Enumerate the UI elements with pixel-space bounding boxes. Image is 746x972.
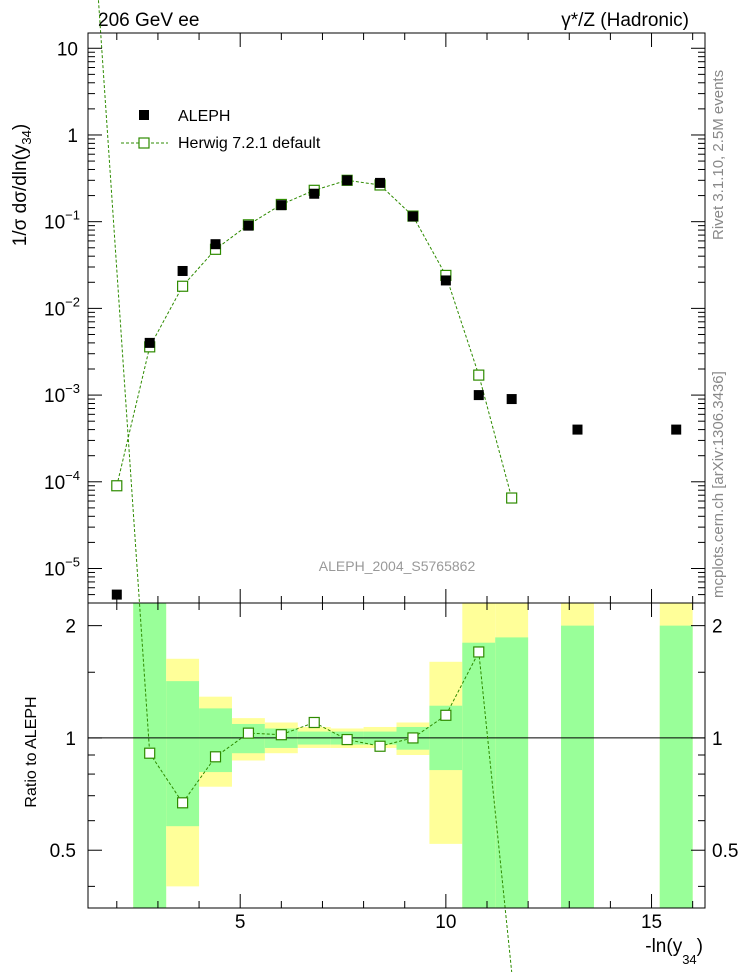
band-inner-2	[199, 708, 232, 773]
ratio-point-8	[374, 740, 386, 752]
ratio-line	[149, 650, 513, 972]
mc-point-12	[506, 492, 518, 504]
ratio-ylabel: Ratio to ALEPH	[23, 696, 40, 807]
ratio-ytick-label-right-2: 2	[712, 617, 723, 638]
header-left: 206 GeV ee	[98, 10, 199, 31]
data-point-6	[309, 188, 320, 199]
band-inner-11	[495, 637, 529, 908]
header-right: γ*/Z (Hadronic)	[561, 10, 689, 31]
ratio-ytick-label-2: 2	[65, 617, 76, 638]
legend-marker-mc	[138, 137, 150, 149]
ratio-frame	[87, 602, 706, 909]
main-ytick-label-1: 10−4	[44, 468, 80, 494]
ratio-point-3	[209, 751, 222, 763]
data-point-10	[440, 275, 451, 286]
ratio-point-11	[473, 646, 485, 658]
main-ytick-label-0: 10−5	[44, 554, 80, 580]
data-point-2	[177, 265, 188, 276]
band-inner-13	[659, 625, 693, 908]
mc-point-2	[177, 280, 189, 292]
ratio-ytick-label-1: 1	[65, 729, 76, 750]
legend: ALEPH Herwig 7.2.1 default	[121, 108, 321, 152]
data-point-13	[572, 424, 583, 435]
ratio-point-5	[275, 729, 287, 741]
ratio-point-7	[341, 733, 353, 746]
legend-marker-aleph	[139, 110, 149, 120]
band-inner-12	[561, 625, 594, 908]
ratio-point-4	[242, 727, 255, 739]
main-ytick-label-5: 1	[67, 126, 78, 147]
ratio-line-group	[97, 0, 513, 972]
data-point-0	[111, 589, 122, 600]
data-point-14	[671, 424, 682, 435]
main-ytick-label-6: 10	[57, 39, 78, 60]
data-point-5	[276, 200, 287, 211]
xtick-label-2: 15	[641, 912, 662, 933]
ratio-line-left	[97, 0, 151, 754]
xtick-label-1: 10	[435, 912, 456, 933]
ratio-ytick-label-0: 0.5	[50, 841, 76, 862]
data-point-8	[375, 177, 386, 188]
legend-label-mc: Herwig 7.2.1 default	[178, 135, 321, 152]
ratio-ytick-label-right-0: 0.5	[712, 841, 738, 862]
xtick-label-0: 5	[235, 912, 246, 933]
ratio-series	[97, 0, 513, 972]
data-point-4	[243, 220, 254, 231]
mc-series	[111, 174, 518, 504]
data-series	[111, 175, 682, 600]
ratio-point-9	[407, 732, 419, 744]
mc-point-11	[473, 369, 485, 381]
main-ytick-label-4: 10−1	[44, 208, 80, 234]
legend-label-aleph: ALEPH	[178, 108, 230, 125]
data-point-1	[144, 337, 155, 348]
mc-line	[116, 179, 513, 499]
analysis-id: ALEPH_2004_S5765862	[319, 558, 476, 574]
mcplots-label: mcplots.cern.ch [arXiv:1306.3436]	[710, 371, 727, 598]
axis-ticks: 10−5 10−4 10−3 10−2 10−1 1 10 5 10 15 0.5 0.5 1 1 2 2	[44, 33, 738, 933]
ratio-point-1	[144, 747, 156, 759]
ratio-point-6	[308, 716, 320, 729]
data-point-7	[342, 175, 353, 186]
main-ytick-label-3: 10−2	[44, 294, 80, 320]
data-point-11	[473, 390, 484, 401]
main-ytick-label-2: 10−3	[44, 381, 80, 407]
main-ylabel: 1/σ dσ/dln(y34)	[10, 124, 34, 246]
x-axis-label: -ln(y34)	[645, 936, 703, 967]
ratio-point-2	[177, 797, 189, 809]
mc-point-0	[111, 480, 123, 492]
rivet-label: Rivet 3.1.10, 2.5M events	[710, 70, 727, 240]
data-point-12	[506, 394, 517, 405]
ratio-point-10	[440, 709, 452, 721]
ratio-ytick-label-right-1: 1	[712, 729, 723, 750]
data-point-3	[210, 239, 221, 250]
data-point-9	[407, 211, 418, 222]
band-inner-10	[462, 642, 496, 908]
